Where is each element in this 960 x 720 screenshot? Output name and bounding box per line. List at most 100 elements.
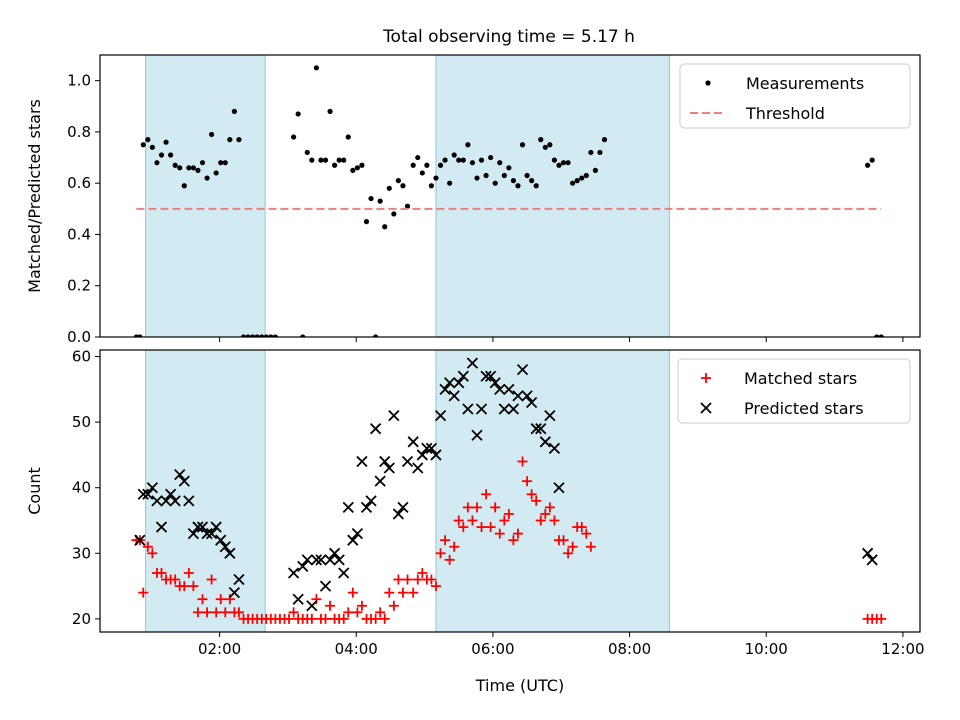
measurement-point	[428, 183, 435, 189]
matched-star-point	[179, 581, 190, 592]
measurement-point	[149, 144, 155, 150]
predicted-star-point	[475, 403, 488, 415]
legend-label: Predicted stars	[744, 399, 864, 418]
predicted-star-point	[134, 534, 146, 546]
measurement-point	[501, 172, 507, 179]
measurement-point	[377, 198, 383, 204]
matched-star-point	[197, 594, 208, 605]
measurement-point	[354, 165, 360, 171]
measurement-point	[579, 175, 585, 181]
matched-star-point	[563, 548, 574, 559]
predicted-star-point	[512, 390, 524, 402]
measurement-point	[510, 178, 517, 184]
predicted-star-point	[434, 409, 447, 422]
matched-star-point	[384, 587, 395, 598]
x-tick-label: 08:00	[608, 640, 651, 658]
matched-star-point	[544, 502, 555, 513]
predicted-star-point	[215, 534, 227, 546]
predicted-star-point	[151, 495, 163, 507]
measurement-point	[177, 165, 183, 171]
measurement-point	[158, 152, 165, 158]
matched-star-point	[224, 594, 235, 605]
predicted-star-point	[407, 436, 419, 448]
measurement-point	[483, 172, 489, 179]
measurement-point	[447, 180, 453, 186]
x-tick-label: 06:00	[471, 640, 514, 658]
y-tick-label: 0.6	[67, 174, 91, 192]
predicted-star-point	[356, 455, 368, 468]
matched-star-point	[233, 607, 244, 618]
predicted-star-point	[201, 527, 213, 540]
measurement-point	[218, 160, 224, 166]
predicted-star-point	[401, 455, 414, 468]
count-panel: 02:00 04:00 06:00 08:00 10:00 12:00 20 30 40 50 60…	[25, 348, 925, 695]
legend-box	[677, 358, 911, 424]
predicted-star-point	[351, 527, 364, 540]
matched-star-point	[462, 502, 473, 513]
predicted-star-point	[333, 554, 345, 566]
measurement-point	[268, 334, 274, 337]
predicted-star-point	[453, 377, 465, 389]
predicted-star-point	[146, 482, 159, 494]
matched-star-point	[549, 515, 560, 526]
matched-star-point	[503, 508, 514, 519]
measurement-point	[199, 160, 206, 166]
predicted-star-point	[205, 527, 218, 540]
predicted-star-point	[219, 541, 231, 553]
x-tick-label: 04:00	[335, 640, 378, 658]
y-tick-label: 1.0	[67, 72, 91, 90]
predicted-star-point	[324, 554, 336, 566]
predicted-star-point	[516, 364, 529, 376]
measurement-point	[227, 137, 233, 143]
measurement-point	[601, 137, 608, 143]
measurement-point	[556, 162, 562, 168]
predicted-star-point	[310, 554, 323, 566]
measurement-point	[465, 142, 471, 148]
plot-area	[131, 357, 887, 624]
matched-star-point	[485, 522, 496, 533]
predicted-star-point	[287, 567, 300, 579]
measurement-point	[341, 157, 347, 163]
plot-area	[133, 65, 884, 337]
measurement-point	[878, 334, 884, 337]
measurement-point	[497, 160, 503, 166]
y-axis-label: Matched/Predicted stars	[25, 99, 44, 293]
predicted-star-point	[369, 423, 382, 435]
y-tick-label: 50	[72, 413, 91, 431]
measurement-point	[492, 180, 498, 186]
measurement-point	[327, 108, 333, 114]
predicted-star-point	[861, 547, 874, 559]
matched-star-point	[347, 587, 358, 598]
predicted-star-point	[498, 403, 510, 415]
measurement-point	[551, 157, 558, 163]
measurement-point	[874, 334, 880, 337]
measurement-point	[424, 162, 430, 168]
matched-star-point	[379, 613, 390, 624]
measurement-point	[295, 111, 301, 117]
matched-star-point	[453, 515, 464, 526]
predicted-star-point	[425, 442, 438, 455]
measurement-point	[588, 149, 594, 156]
predicted-star-point	[521, 390, 533, 402]
predicted-star-point	[444, 377, 456, 389]
measurement-point	[309, 157, 315, 163]
measurement-point	[592, 167, 599, 173]
measurement-point	[400, 183, 406, 189]
matched-star-point	[522, 476, 533, 487]
predicted-star-point	[196, 521, 209, 533]
measurement-point	[524, 172, 530, 179]
predicted-star-point	[471, 429, 483, 441]
measurement-point	[583, 172, 589, 179]
matched-star-point	[220, 607, 231, 618]
predicted-star-point	[457, 370, 469, 382]
measurement-point	[410, 162, 416, 168]
measurement-point	[250, 334, 256, 337]
measurement-point	[332, 162, 338, 168]
predicted-star-point	[374, 475, 386, 487]
matched-star-point	[311, 594, 322, 605]
predicted-star-point	[539, 436, 551, 448]
predicted-star-point	[430, 449, 442, 461]
predicted-star-point	[365, 495, 377, 507]
measurement-point	[236, 137, 242, 143]
matched-star-point	[183, 567, 194, 578]
